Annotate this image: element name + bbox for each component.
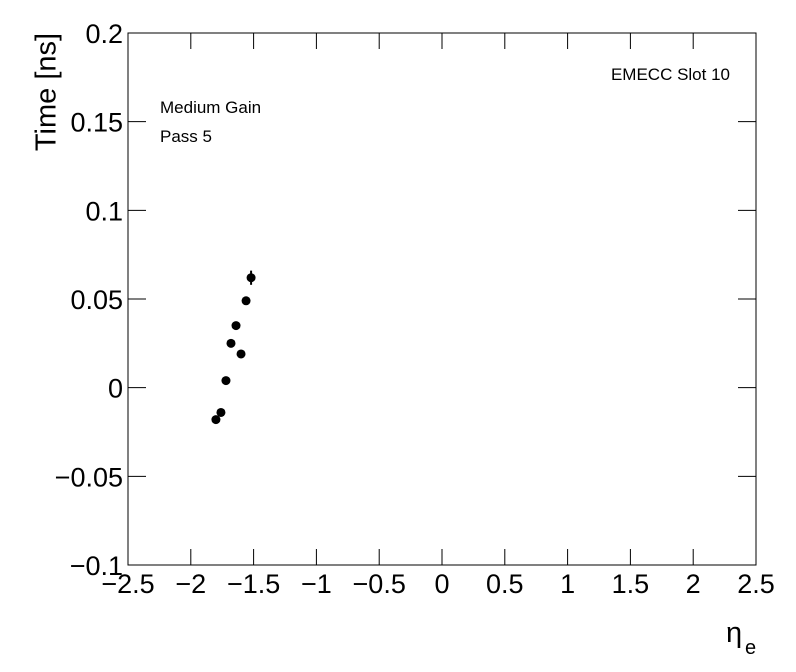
y-axis-title: Time [ns] [31,33,63,151]
annotation: EMECC Slot 10 [611,65,730,84]
y-tick-label: 0.1 [85,196,123,226]
x-tick-label: −2.5 [101,569,154,599]
y-tick-label: −0.1 [70,551,123,581]
data-point [236,349,246,359]
y-tick-label: 0.15 [70,108,123,138]
data-point [221,376,231,386]
x-tick-label: 0.5 [486,569,524,599]
data-point [211,415,221,425]
x-axis-title-subscript: e [745,637,756,659]
y-tick-label: 0 [108,374,123,404]
x-tick-label: 2.5 [737,569,775,599]
data-point [231,321,241,331]
data-point [226,338,236,348]
data-point [246,273,256,283]
x-tick-label: 2 [686,569,701,599]
data-point [241,296,251,306]
y-tick-label: −0.05 [55,462,123,492]
x-tick-label: −0.5 [353,569,406,599]
x-tick-label: 1.5 [612,569,650,599]
y-tick-label: 0.2 [85,19,123,49]
annotation: Medium Gain [160,98,261,117]
x-tick-label: −2 [175,569,206,599]
x-tick-label: 1 [560,569,575,599]
y-tick-label: 0.05 [70,285,123,315]
x-axis-title: η [726,617,742,649]
x-tick-label: 0 [434,569,449,599]
x-tick-label: −1.5 [227,569,280,599]
x-tick-label: −1 [301,569,332,599]
annotation: Pass 5 [160,127,212,146]
data-point [216,407,226,417]
